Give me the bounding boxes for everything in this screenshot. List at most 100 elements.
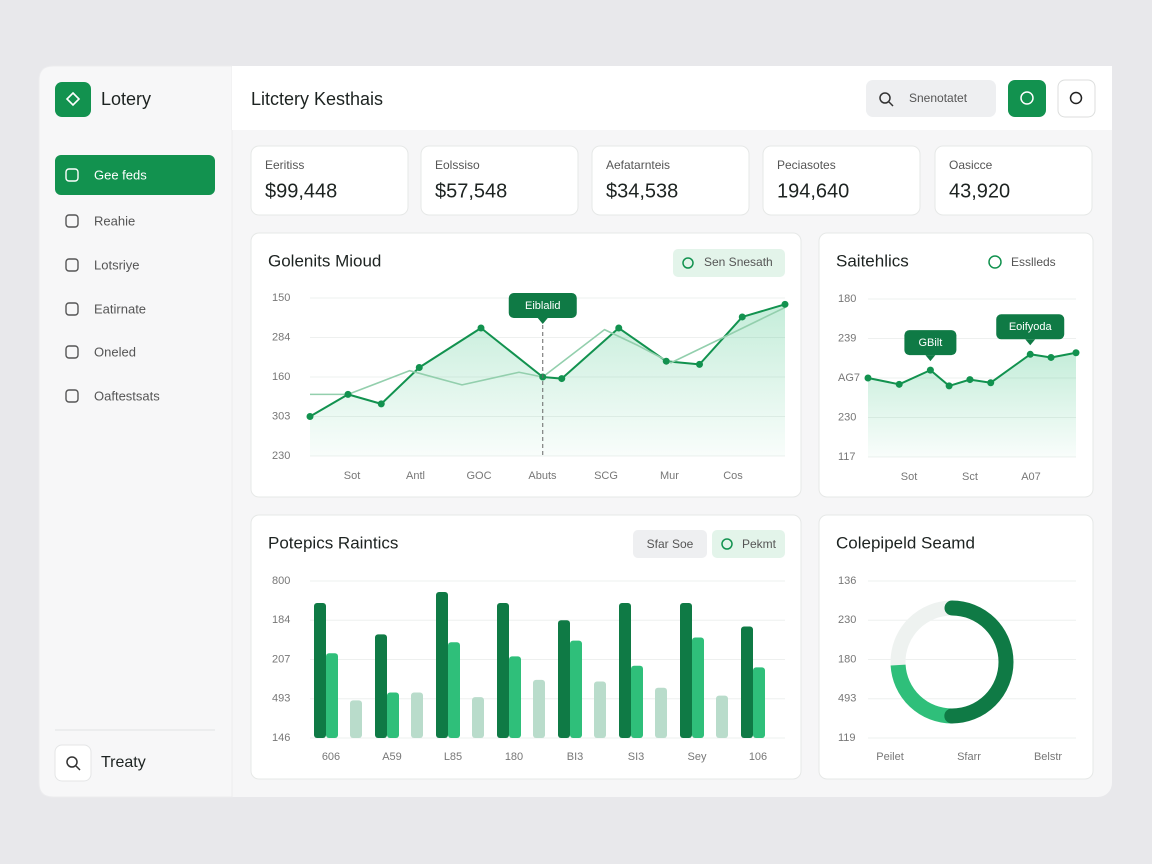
nav-active[interactable] bbox=[55, 155, 215, 195]
footer-label[interactable]: Treaty bbox=[101, 754, 146, 771]
search-icon bbox=[75, 765, 81, 771]
tooltip-arrow bbox=[925, 355, 936, 362]
y-tick-label: 150 bbox=[272, 292, 290, 304]
nav-label[interactable]: Gee feds bbox=[94, 167, 147, 182]
point bbox=[987, 379, 995, 387]
bar bbox=[472, 697, 484, 738]
bar bbox=[558, 620, 570, 738]
tooltip-arrow bbox=[1025, 339, 1036, 346]
point bbox=[377, 400, 385, 408]
stat-card bbox=[420, 145, 579, 216]
tooltip-label: Eoifyoda bbox=[1009, 321, 1053, 333]
bar bbox=[570, 640, 582, 738]
stat-value: $99,448 bbox=[265, 180, 337, 202]
bar bbox=[350, 700, 362, 738]
nav-icon bbox=[65, 389, 79, 403]
donut-card bbox=[818, 514, 1094, 780]
nav-label[interactable]: Eatirnate bbox=[94, 301, 146, 316]
stat-value: 43,920 bbox=[949, 180, 1010, 202]
x-tick-label: GOC bbox=[466, 470, 491, 482]
x-tick-label: L85 bbox=[444, 751, 462, 763]
x-tick-label: SCG bbox=[594, 470, 618, 482]
y-tick-label: 117 bbox=[838, 451, 856, 463]
x-tick-label: Cos bbox=[723, 470, 743, 482]
area bbox=[310, 304, 785, 456]
bar bbox=[594, 681, 606, 738]
nav-icon bbox=[65, 302, 79, 316]
bar bbox=[509, 656, 521, 738]
nav-label[interactable]: Oaftestsats bbox=[94, 388, 160, 403]
y-tick-label: 284 bbox=[272, 331, 290, 343]
y-tick-label: 230 bbox=[838, 411, 856, 423]
x-tick-label: Peilet bbox=[876, 751, 904, 763]
point bbox=[895, 380, 903, 388]
x-tick-label: Antl bbox=[406, 470, 425, 482]
badge[interactable] bbox=[673, 249, 785, 277]
badge-icon bbox=[988, 255, 1002, 269]
point bbox=[696, 360, 703, 368]
bar bbox=[692, 637, 704, 738]
y-tick-label: 136 bbox=[838, 575, 856, 587]
card-title: Saitehlics bbox=[836, 251, 909, 270]
stat-value: $57,548 bbox=[435, 180, 507, 202]
nav-icon bbox=[65, 168, 79, 182]
card-title: Colepipeld Seamd bbox=[836, 533, 975, 552]
profile-button[interactable] bbox=[1057, 79, 1096, 118]
y-tick-label: 239 bbox=[838, 332, 856, 344]
bar bbox=[448, 642, 460, 738]
y-tick-label: 230 bbox=[838, 614, 856, 626]
point bbox=[477, 324, 485, 332]
bar bbox=[680, 602, 692, 738]
nav-label[interactable]: Lotsriye bbox=[94, 257, 140, 272]
x-tick-label: BI3 bbox=[567, 751, 584, 763]
stat-card bbox=[591, 145, 750, 216]
badge-label[interactable]: Esslleds bbox=[1011, 255, 1056, 269]
bar bbox=[741, 626, 753, 738]
card-title: Golenits Mioud bbox=[268, 251, 381, 270]
point bbox=[615, 324, 623, 332]
nav-label[interactable]: Oneled bbox=[94, 344, 136, 359]
nav-label[interactable]: Reahie bbox=[94, 213, 135, 228]
bar bbox=[436, 591, 448, 738]
point bbox=[415, 364, 423, 372]
filter-label[interactable]: Sfar Soe bbox=[647, 537, 694, 551]
action-button[interactable] bbox=[1008, 80, 1046, 117]
point bbox=[306, 413, 314, 420]
stat-card bbox=[762, 145, 921, 216]
search-placeholder[interactable]: Snenotatet bbox=[909, 91, 968, 105]
footer-icon[interactable] bbox=[54, 744, 92, 782]
y-tick-label: AG7 bbox=[838, 372, 860, 384]
x-tick-label: Abuts bbox=[528, 470, 557, 482]
y-tick-label: 180 bbox=[838, 653, 856, 665]
bar bbox=[716, 695, 728, 738]
filter-label[interactable]: Pekmt bbox=[742, 537, 777, 551]
y-tick-label: 230 bbox=[272, 450, 290, 462]
y-tick-label: 493 bbox=[272, 693, 290, 705]
nav-icon bbox=[65, 258, 79, 272]
bar bbox=[411, 692, 423, 738]
point bbox=[1026, 350, 1034, 358]
point bbox=[662, 357, 670, 365]
badge-label[interactable]: Sen Snesath bbox=[704, 255, 773, 269]
x-tick-label: 606 bbox=[322, 751, 340, 763]
point bbox=[926, 366, 934, 374]
point bbox=[558, 375, 566, 383]
filter-button[interactable] bbox=[712, 530, 785, 558]
point bbox=[945, 382, 953, 390]
x-tick-label: SI3 bbox=[628, 751, 645, 763]
x-tick-label: Mur bbox=[660, 470, 679, 482]
bar bbox=[619, 602, 631, 738]
x-tick-label: Sot bbox=[901, 471, 918, 483]
filter-button[interactable] bbox=[633, 530, 707, 558]
search-box[interactable] bbox=[866, 80, 996, 117]
tooltip bbox=[904, 330, 957, 356]
point bbox=[966, 376, 974, 384]
bar bbox=[497, 602, 509, 738]
logo-icon bbox=[65, 91, 81, 107]
point bbox=[1047, 353, 1055, 361]
tooltip bbox=[996, 314, 1065, 340]
stat-label: Aefatarnteis bbox=[606, 158, 670, 172]
stat-card bbox=[250, 145, 409, 216]
x-tick-label: 106 bbox=[749, 751, 767, 763]
